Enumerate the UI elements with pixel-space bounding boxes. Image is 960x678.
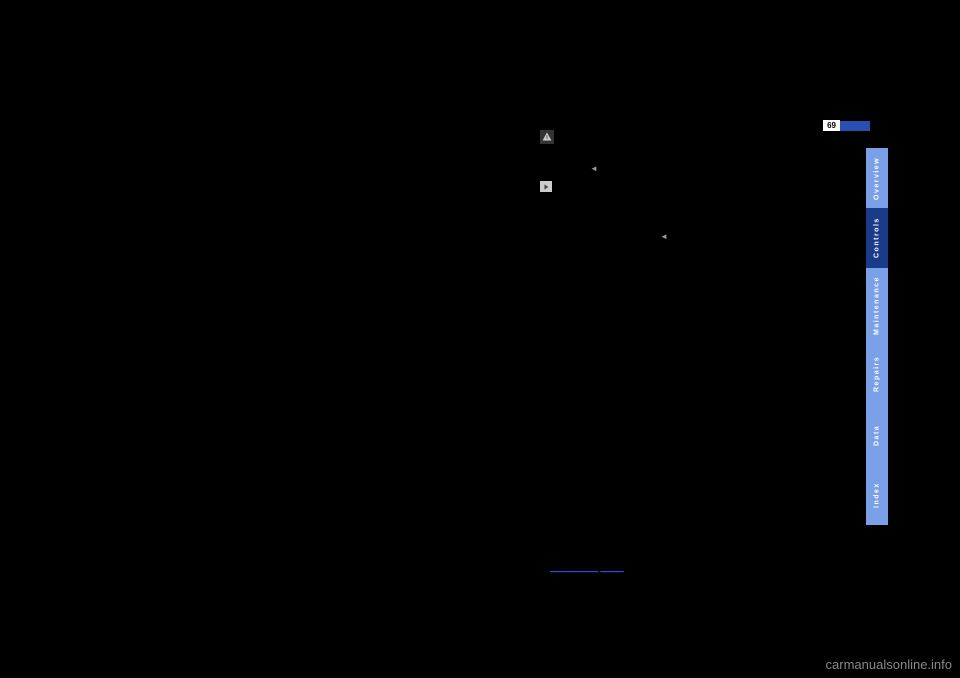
tip-row — [540, 181, 770, 192]
sidebar-tabs: Overview Controls Maintenance Repairs Da… — [866, 148, 888, 525]
tab-repairs[interactable]: Repairs — [866, 343, 888, 405]
main-content: ◄ ◄ — [540, 130, 770, 241]
footer-divider: ━ ━━━ ━ ━━━ ━ ━ ━━━ ━━━━━━━ — [550, 568, 840, 576]
tab-maintenance[interactable]: Maintenance — [866, 268, 888, 343]
page-number-bar — [840, 121, 870, 131]
tab-data[interactable]: Data — [866, 405, 888, 465]
tab-controls[interactable]: Controls — [866, 208, 888, 268]
watermark: carmanualsonline.info — [826, 657, 952, 672]
tab-overview[interactable]: Overview — [866, 148, 888, 208]
tab-index[interactable]: Index — [866, 465, 888, 525]
arrow-marker-2: ◄ — [540, 232, 770, 241]
page-number: 69 — [823, 120, 840, 131]
warning-row — [540, 130, 770, 144]
arrow-marker-1: ◄ — [540, 164, 770, 173]
warning-icon — [540, 130, 554, 144]
tip-icon — [540, 181, 552, 192]
page-number-container: 69 — [823, 120, 870, 131]
